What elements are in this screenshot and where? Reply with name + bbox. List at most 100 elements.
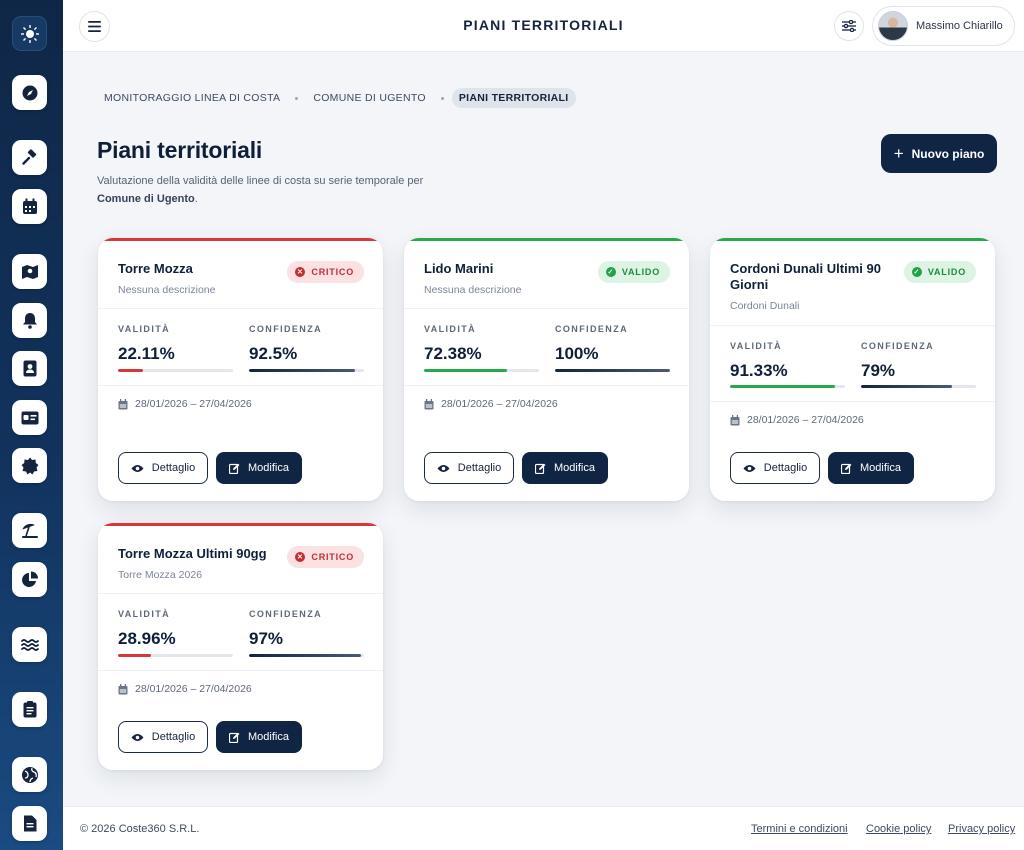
edit-button[interactable]: Modifica bbox=[216, 452, 302, 484]
menu-button[interactable] bbox=[79, 11, 110, 42]
breadcrumb-item-monitoraggio[interactable]: MONITORAGGIO LINEA DI COSTA bbox=[104, 92, 281, 104]
eye-icon bbox=[743, 464, 756, 472]
validity-bar bbox=[730, 385, 845, 388]
waves-icon[interactable] bbox=[12, 627, 47, 662]
status-stripe bbox=[98, 523, 383, 526]
validity-bar-fill bbox=[118, 654, 152, 657]
map-icon[interactable] bbox=[12, 254, 47, 289]
breadcrumb-item-current: PIANI TERRITORIALI bbox=[451, 88, 576, 108]
badge-icon[interactable] bbox=[12, 351, 47, 386]
eye-icon bbox=[131, 733, 144, 741]
calendar-icon bbox=[730, 414, 740, 425]
edit-icon bbox=[229, 732, 240, 743]
confidence-bar-fill bbox=[249, 369, 356, 372]
detail-button[interactable]: Dettaglio bbox=[118, 721, 208, 753]
edit-icon bbox=[535, 463, 546, 474]
status-label: VALIDO bbox=[621, 267, 660, 277]
cookie-policy-link[interactable]: Cookie policy bbox=[866, 823, 932, 835]
validity-label: VALIDITÀ bbox=[118, 324, 171, 334]
divider bbox=[404, 385, 689, 386]
edit-icon bbox=[841, 463, 852, 474]
detail-button[interactable]: Dettaglio bbox=[424, 452, 514, 484]
divider bbox=[98, 308, 383, 309]
divider bbox=[98, 670, 383, 671]
calendar-icon bbox=[424, 398, 434, 409]
plan-period: 28/01/2026 – 27/04/2026 bbox=[730, 414, 864, 426]
compass-icon[interactable] bbox=[12, 75, 47, 110]
confidence-value: 97% bbox=[249, 629, 284, 648]
globe-icon[interactable] bbox=[12, 757, 47, 792]
validity-value: 22.11% bbox=[118, 344, 175, 363]
close-circle-icon: ✕ bbox=[295, 552, 306, 562]
plan-card: Lido Marini Nessuna descrizione ✓ VALIDO … bbox=[404, 238, 689, 501]
description-location: Comune di Ugento bbox=[97, 193, 195, 205]
privacy-policy-link[interactable]: Privacy policy bbox=[948, 823, 1016, 835]
edit-label: Modifica bbox=[248, 731, 289, 743]
terms-link[interactable]: Termini e condizioni bbox=[751, 823, 848, 835]
validity-bar bbox=[424, 369, 539, 372]
user-menu[interactable]: Massimo Chiarillo bbox=[872, 6, 1015, 46]
document-icon[interactable] bbox=[12, 806, 47, 841]
user-name: Massimo Chiarillo bbox=[916, 20, 1003, 32]
breadcrumb: MONITORAGGIO LINEA DI COSTA COMUNE DI UG… bbox=[97, 88, 576, 108]
validity-label: VALIDITÀ bbox=[424, 324, 477, 334]
beach-umbrella-icon[interactable] bbox=[12, 513, 47, 548]
detail-label: Dettaglio bbox=[151, 731, 196, 743]
clipboard-icon[interactable] bbox=[12, 692, 47, 727]
check-circle-icon: ✓ bbox=[911, 267, 922, 277]
edit-label: Modifica bbox=[554, 462, 595, 474]
new-plan-label: Nuovo piano bbox=[911, 146, 985, 161]
validity-bar bbox=[118, 654, 233, 657]
top-bar: PIANI TERRITORIALI Massimo Chiarillo bbox=[63, 0, 1024, 52]
validity-label: VALIDITÀ bbox=[118, 609, 171, 619]
confidence-value: 100% bbox=[555, 344, 599, 363]
divider bbox=[404, 308, 689, 309]
detail-label: Dettaglio bbox=[457, 462, 502, 474]
validity-bar-fill bbox=[118, 369, 144, 372]
divider bbox=[98, 385, 383, 386]
new-plan-button[interactable]: + Nuovo piano bbox=[881, 134, 997, 173]
edit-button[interactable]: Modifica bbox=[828, 452, 914, 484]
status-stripe bbox=[404, 238, 689, 241]
confidence-bar bbox=[249, 654, 364, 657]
period-text: 28/01/2026 – 27/04/2026 bbox=[135, 683, 252, 695]
edit-button[interactable]: Modifica bbox=[216, 721, 302, 753]
sliders-icon bbox=[842, 20, 856, 32]
gear-badge-icon[interactable] bbox=[12, 448, 47, 483]
pie-chart-icon[interactable] bbox=[12, 562, 47, 597]
plan-name: Torre Mozza Ultimi 90gg bbox=[118, 546, 267, 561]
bell-icon[interactable] bbox=[12, 303, 47, 338]
status-label: CRITICO bbox=[311, 267, 354, 277]
eye-icon bbox=[131, 464, 144, 472]
calendar-icon bbox=[118, 398, 128, 409]
breadcrumb-item-comune[interactable]: COMUNE DI UGENTO bbox=[313, 92, 426, 104]
divider bbox=[98, 593, 383, 594]
status-badge: ✕ CRITICO bbox=[287, 261, 364, 283]
calendar-icon[interactable] bbox=[12, 189, 47, 224]
edit-button[interactable]: Modifica bbox=[522, 452, 608, 484]
period-text: 28/01/2026 – 27/04/2026 bbox=[135, 398, 252, 410]
page-description: Valutazione della validità delle linee d… bbox=[97, 172, 457, 208]
detail-button[interactable]: Dettaglio bbox=[730, 452, 820, 484]
confidence-label: CONFIDENZA bbox=[861, 341, 934, 351]
plan-description: Cordoni Dunali bbox=[730, 300, 800, 312]
eye-icon bbox=[437, 464, 450, 472]
filter-button[interactable] bbox=[834, 11, 864, 41]
confidence-bar-fill bbox=[555, 369, 670, 372]
logo-icon[interactable] bbox=[12, 16, 47, 51]
period-text: 28/01/2026 – 27/04/2026 bbox=[441, 398, 558, 410]
calendar-icon bbox=[118, 683, 128, 694]
confidence-bar bbox=[249, 369, 364, 372]
header-title: PIANI TERRITORIALI bbox=[463, 17, 624, 33]
description-suffix: . bbox=[194, 193, 198, 205]
sidebar bbox=[0, 0, 63, 850]
gavel-icon[interactable] bbox=[12, 140, 47, 175]
detail-button[interactable]: Dettaglio bbox=[118, 452, 208, 484]
validity-bar bbox=[118, 369, 233, 372]
confidence-bar-fill bbox=[249, 654, 361, 657]
plus-icon: + bbox=[893, 144, 904, 163]
id-card-icon[interactable] bbox=[12, 400, 47, 435]
divider bbox=[710, 401, 995, 402]
validity-bar-fill bbox=[424, 369, 508, 372]
confidence-bar bbox=[861, 385, 976, 388]
